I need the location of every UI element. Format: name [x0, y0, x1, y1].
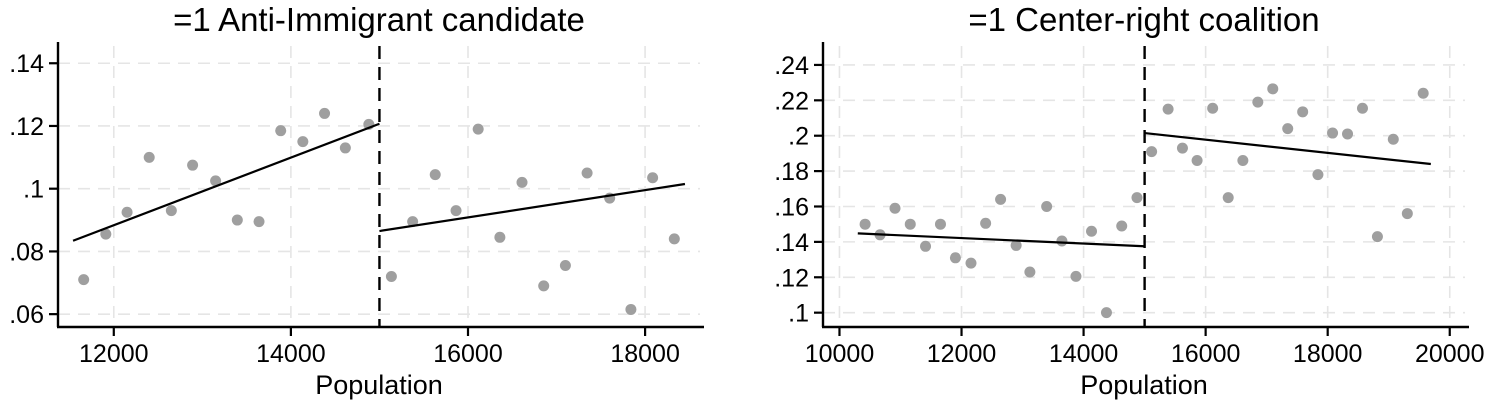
anti-immigrant-plot: .06 .08 .1 .12 .14 12000 14000 16000 18000 — [9, 42, 704, 368]
y-tick-label: .24 — [774, 52, 809, 80]
scatter-point — [1297, 106, 1309, 118]
scatter-point — [1041, 200, 1053, 212]
scatter-point — [904, 218, 916, 230]
scatter-point — [472, 123, 484, 135]
y-tick-label: .08 — [9, 238, 44, 266]
scatter-point — [231, 214, 243, 226]
scatter-point — [889, 202, 901, 214]
panel-anti-immigrant: .06 .08 .1 .12 .14 12000 14000 16000 18000 =1 An… — [9, 1, 704, 400]
scatter-point — [187, 159, 199, 171]
fit-line — [1144, 131, 1431, 166]
chart-title: =1 Center-right coalition — [968, 1, 1320, 38]
scatter-point — [859, 218, 871, 230]
scatter-point — [581, 167, 593, 179]
fit-line — [72, 122, 380, 242]
scatter-point — [1282, 123, 1294, 135]
scatter-point — [429, 169, 441, 181]
y-tick-label: .14 — [774, 229, 809, 257]
scatter-point — [1056, 235, 1068, 247]
y-tick-label: .1 — [23, 176, 44, 204]
scatter-point — [1356, 102, 1368, 114]
x-axis-label: Population — [1080, 370, 1208, 400]
scatter-point — [1417, 87, 1429, 99]
fit-line — [857, 232, 1145, 248]
x-tick-label: 14000 — [1049, 340, 1119, 368]
scatter-point — [1371, 231, 1383, 243]
scatter-point — [1237, 154, 1249, 166]
scatter-point — [385, 271, 397, 283]
scatter-point — [210, 175, 222, 187]
x-axis-label: Population — [315, 370, 443, 400]
scatter-point — [1146, 146, 1158, 158]
scatter-point — [100, 228, 112, 240]
scatter-point — [1131, 192, 1143, 204]
scatter-point — [1267, 83, 1279, 95]
scatter-point — [1100, 307, 1112, 319]
y-tick-label: .1 — [788, 300, 809, 328]
scatter-point — [1024, 266, 1036, 278]
scatter-point — [1252, 96, 1264, 108]
scatter-point — [920, 240, 932, 252]
scatter-point — [253, 216, 265, 228]
chart-title: =1 Anti-Immigrant candidate — [173, 1, 585, 38]
x-tick-label: 16000 — [1171, 340, 1241, 368]
scatter-point — [995, 193, 1007, 205]
y-tick-label: .14 — [9, 50, 44, 78]
scatter-point — [297, 136, 309, 148]
scatter-point — [1086, 225, 1098, 237]
x-tick-label: 10000 — [805, 340, 875, 368]
scatter-point — [647, 172, 659, 184]
y-tick-label: .2 — [788, 123, 809, 151]
fit-line — [379, 182, 686, 233]
scatter-point — [538, 280, 550, 292]
scatter-point — [1387, 133, 1399, 145]
scatter-point — [1342, 128, 1354, 140]
scatter-point — [934, 218, 946, 230]
scatter-point — [1222, 192, 1234, 204]
scatter-point — [1327, 127, 1339, 139]
scatter-point — [965, 257, 977, 269]
scatter-point — [668, 233, 680, 245]
y-tick-label: .16 — [774, 193, 809, 221]
scatter-point — [78, 274, 90, 286]
scatter-point — [559, 260, 571, 272]
x-tick-label: 14000 — [256, 340, 326, 368]
scatter-point — [407, 216, 419, 228]
scatter-point — [1010, 239, 1022, 251]
y-tick-label: .06 — [9, 301, 44, 329]
scatter-point — [1162, 103, 1174, 115]
scatter-point — [516, 176, 528, 188]
scatter-point — [494, 231, 506, 243]
scatter-point — [165, 205, 177, 217]
scatter-point — [450, 205, 462, 217]
scatter-point — [1207, 102, 1219, 114]
scatter-point — [1070, 270, 1082, 282]
scatter-point — [1312, 169, 1324, 181]
x-tick-label: 18000 — [1293, 340, 1363, 368]
scatter-point — [1176, 142, 1188, 154]
x-tick-label: 12000 — [79, 340, 149, 368]
scatter-point — [319, 107, 331, 119]
scatter-point — [1191, 154, 1203, 166]
x-tick-label: 12000 — [927, 340, 997, 368]
y-tick-label: .22 — [774, 87, 809, 115]
scatter-point — [143, 151, 155, 163]
scatter-point — [1116, 220, 1128, 232]
y-tick-label: .12 — [9, 113, 44, 141]
x-tick-label: 16000 — [433, 340, 503, 368]
y-tick-label: .12 — [774, 264, 809, 292]
x-tick-label: 18000 — [610, 340, 680, 368]
scatter-point — [980, 217, 992, 229]
scatter-point — [1401, 208, 1413, 220]
scatter-point — [339, 142, 351, 154]
scatter-point — [121, 206, 133, 218]
y-tick-label: .18 — [774, 158, 809, 186]
x-tick-label: 20000 — [1415, 340, 1485, 368]
scatter-point — [275, 125, 287, 137]
scatter-point — [949, 252, 961, 264]
center-right-plot: .1 .12 .14 .16 .18 .2 .22 .24 10000 12000 14000 160… — [774, 42, 1485, 368]
scatter-point — [625, 303, 637, 315]
panel-center-right: .1 .12 .14 .16 .18 .2 .22 .24 10000 12000 14000 160… — [746, 0, 1492, 407]
